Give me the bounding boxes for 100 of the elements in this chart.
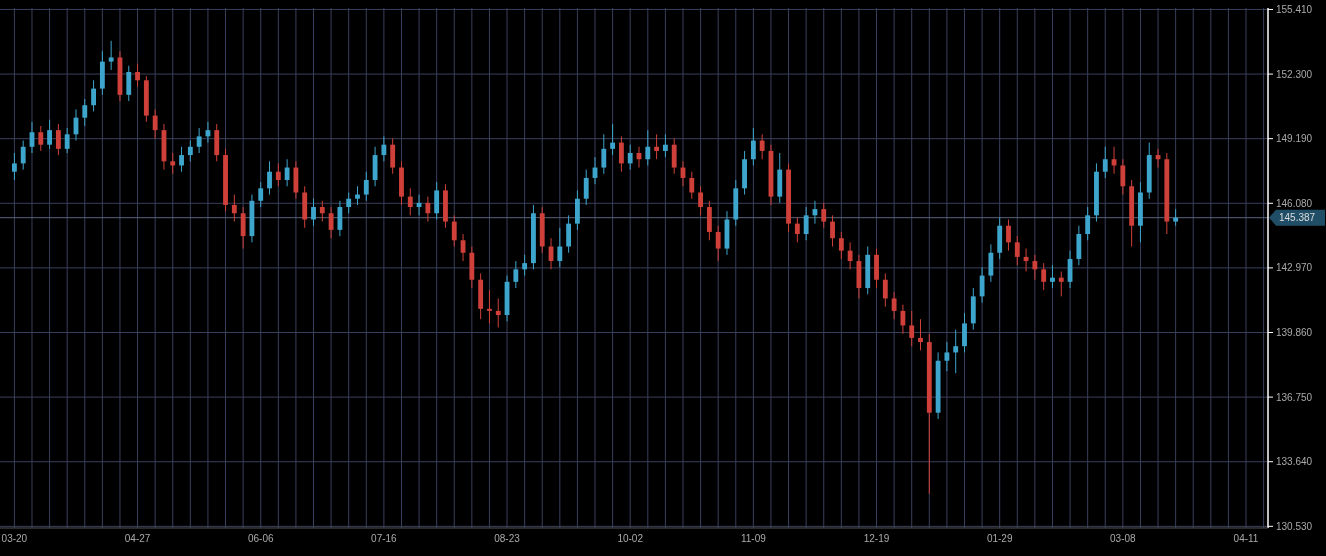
x-tick-label: 04-27 — [124, 533, 151, 544]
candlestick — [601, 133, 607, 175]
candlestick — [979, 266, 985, 304]
candlestick — [311, 198, 316, 227]
ref-line-label: 145.387 — [1279, 212, 1316, 224]
candlestick — [918, 318, 923, 351]
candlestick — [390, 137, 396, 175]
candlestick — [627, 144, 633, 171]
y-tick-label: 136.750 — [1276, 391, 1313, 403]
candlestick — [337, 200, 343, 237]
candlestick — [1085, 206, 1091, 241]
candlestick — [407, 187, 413, 216]
candlestick — [451, 214, 457, 247]
candlestick — [55, 123, 61, 156]
candlestick — [258, 181, 264, 208]
candlestick — [179, 146, 184, 173]
y-tick-label: 133.640 — [1276, 456, 1313, 468]
y-tick-label: 152.300 — [1276, 68, 1313, 80]
candlestick — [962, 312, 967, 353]
x-tick-label: 08-23 — [494, 533, 521, 544]
candlestick — [487, 289, 492, 324]
candlestick — [47, 119, 53, 150]
candlestick — [275, 162, 281, 187]
x-tick-label: 03-08 — [1110, 533, 1137, 544]
x-tick-label: 01-29 — [986, 533, 1013, 544]
candlestick — [91, 79, 96, 112]
x-tick-label: 04-11 — [1233, 533, 1259, 544]
candlestick — [1041, 262, 1047, 291]
candlestick — [645, 129, 651, 166]
y-tick-label: 142.970 — [1276, 262, 1313, 274]
x-tick-label: 03-20 — [1, 533, 28, 544]
candlestick — [20, 140, 26, 171]
candlestick — [1006, 218, 1011, 252]
candlestick — [830, 214, 835, 247]
candlestick — [64, 127, 70, 154]
candlestick — [610, 123, 616, 156]
candlestick — [38, 125, 44, 152]
candlestick — [715, 225, 721, 262]
candlestick — [953, 329, 959, 374]
y-tick-label: 149.190 — [1276, 133, 1313, 145]
candlestick — [240, 206, 246, 250]
candlestick — [434, 181, 440, 220]
x-tick-label: 06-06 — [247, 533, 274, 544]
candlestick — [284, 158, 290, 187]
candlestick — [794, 216, 800, 243]
candlestick — [170, 152, 176, 175]
candlestick — [11, 152, 17, 181]
candlestick — [82, 98, 88, 127]
candlestick — [654, 133, 660, 160]
x-tick-label: 10-02 — [617, 533, 644, 544]
candlestick — [821, 202, 827, 229]
candlestick — [126, 65, 132, 102]
candlestick — [381, 135, 387, 162]
candlestick — [698, 185, 703, 216]
candlestick — [803, 206, 809, 241]
candlestick — [988, 243, 994, 283]
candlestick — [425, 196, 431, 223]
candlestick — [689, 171, 695, 200]
candlestick — [346, 191, 352, 214]
y-tick-label: 155.410 — [1276, 3, 1313, 15]
x-tick-label: 12-19 — [863, 533, 890, 544]
candlestick — [1050, 264, 1055, 289]
candlestick — [135, 63, 140, 88]
candlestick — [944, 341, 950, 372]
candlestick — [196, 127, 202, 154]
candlestick — [187, 140, 193, 162]
y-tick-label: 130.530 — [1276, 520, 1313, 532]
candlestick — [328, 206, 334, 239]
y-tick-label: 139.860 — [1276, 327, 1313, 339]
candlestick — [1058, 270, 1064, 297]
y-tick-label: 146.080 — [1276, 197, 1313, 209]
candlestick — [363, 171, 369, 202]
candlestick — [566, 214, 572, 254]
candlestick — [319, 200, 325, 223]
candlestick — [891, 291, 897, 320]
candlestick — [750, 127, 756, 166]
candlestick — [618, 135, 624, 173]
candlestick — [231, 194, 237, 223]
candlestick — [1102, 146, 1108, 179]
candlestick — [909, 310, 915, 347]
candlestick — [1032, 254, 1038, 281]
x-tick-label: 11-09 — [740, 533, 767, 544]
candlestick — [152, 108, 158, 139]
candlestick — [847, 241, 853, 270]
candlestick — [1120, 158, 1126, 196]
candlestick — [583, 169, 589, 206]
candlestick — [522, 254, 528, 277]
candlestick — [355, 185, 360, 206]
candlestick — [882, 273, 888, 308]
candlestick — [495, 297, 501, 329]
candlestick — [513, 260, 519, 289]
candlestick — [671, 137, 677, 175]
candlestick — [267, 160, 272, 196]
candlestick — [838, 231, 844, 260]
candlestick — [108, 40, 114, 71]
candlestick — [759, 133, 765, 160]
candlestick — [900, 304, 906, 335]
candlestick — [1014, 235, 1020, 266]
candlestick — [662, 133, 668, 158]
x-tick-label: 07-16 — [371, 533, 398, 544]
